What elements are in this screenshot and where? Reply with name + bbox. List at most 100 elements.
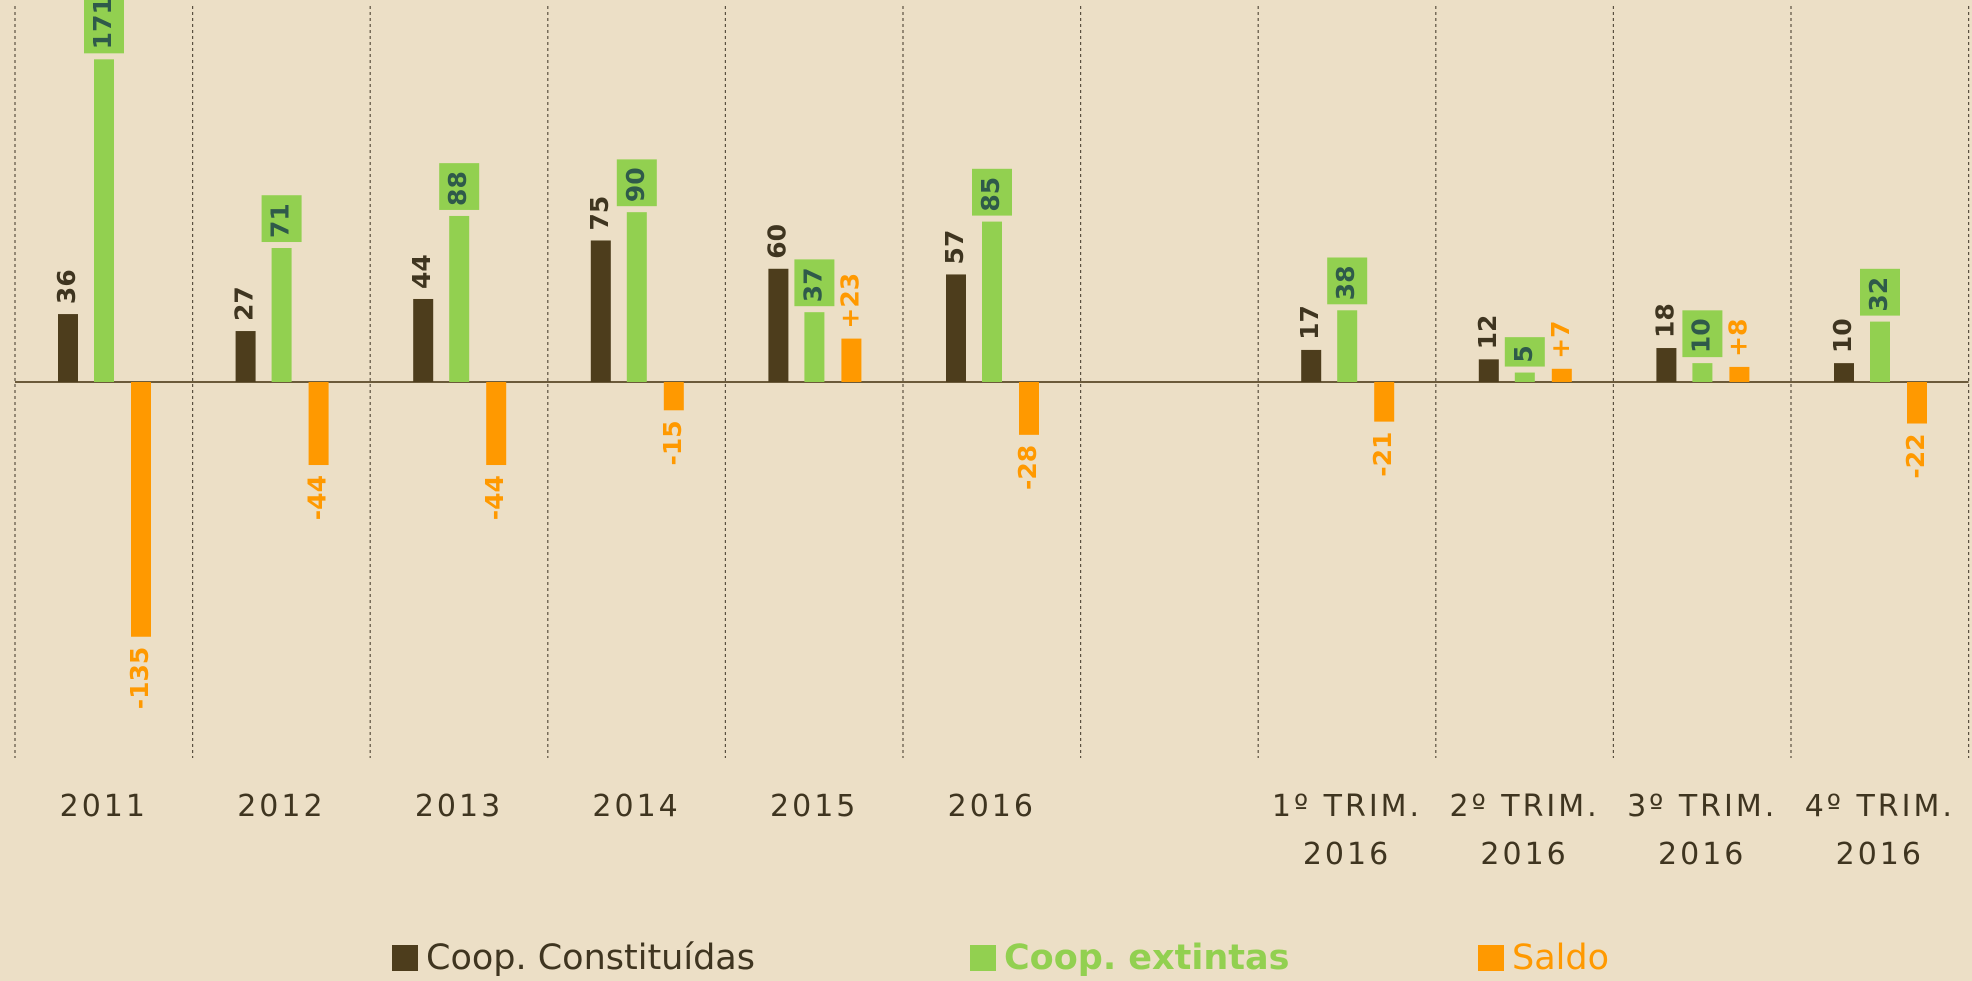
data-label-box	[972, 168, 1012, 216]
data-label: 27	[230, 286, 259, 321]
data-label: 32	[1864, 277, 1893, 312]
legend-swatch	[1478, 945, 1504, 971]
bar	[768, 268, 789, 382]
legend-label: Coop. Constituídas	[426, 938, 755, 978]
data-label-group: -15	[658, 420, 687, 465]
data-label: 90	[621, 167, 650, 202]
data-label-group: -135	[125, 647, 154, 710]
data-label: -28	[1013, 445, 1042, 490]
bar	[663, 382, 684, 411]
x-tick-label: 4º TRIM. 2016	[1805, 789, 1955, 872]
bar	[841, 338, 862, 382]
data-label-group: 57	[940, 230, 969, 265]
data-label: 85	[976, 177, 1005, 212]
x-tick-label: 2014	[592, 789, 680, 824]
bar	[1374, 382, 1395, 422]
x-tick-label: 2011	[60, 789, 148, 824]
data-label: 171	[88, 0, 117, 49]
bar	[1478, 359, 1499, 382]
x-tick-label: 3º TRIM. 2016	[1627, 789, 1777, 872]
data-label: -15	[658, 420, 687, 465]
data-label-group: +8	[1723, 319, 1752, 357]
x-tick-label: 2012	[237, 789, 325, 824]
data-label-group: -28	[1013, 445, 1042, 490]
data-label: 38	[1331, 265, 1360, 300]
bar	[449, 215, 470, 382]
data-label: 10	[1686, 318, 1715, 353]
data-label-group: -44	[303, 475, 332, 520]
data-label: 10	[1828, 318, 1857, 353]
data-label: +7	[1546, 320, 1575, 358]
data-label: 44	[407, 254, 436, 289]
legend-swatch	[970, 945, 996, 971]
bar	[982, 221, 1002, 382]
data-label: 75	[585, 196, 614, 231]
bar	[1692, 363, 1713, 382]
data-label: -21	[1368, 432, 1397, 477]
data-label-group: 18	[1650, 303, 1679, 338]
data-label-group: 88	[439, 163, 480, 210]
data-label-group: 12	[1473, 315, 1502, 350]
data-label-group: 37	[794, 259, 835, 307]
bar	[590, 240, 611, 382]
bar	[946, 274, 966, 382]
data-label: -22	[1901, 434, 1930, 479]
data-label-group: 32	[1860, 268, 1900, 316]
data-label: 36	[52, 269, 81, 304]
data-label: 60	[762, 224, 791, 259]
data-label: 71	[266, 203, 295, 238]
data-label-box	[1327, 257, 1368, 305]
data-label: +8	[1723, 319, 1752, 357]
x-tick-label: 2013	[415, 789, 503, 824]
data-label-group: 71	[261, 195, 302, 243]
data-label-group: -44	[480, 475, 509, 520]
data-label: +23	[835, 273, 864, 329]
data-label-box	[84, 0, 124, 54]
data-label-group: 36	[52, 269, 81, 304]
data-label: -135	[125, 647, 154, 710]
bar	[94, 59, 114, 382]
x-tick-label: 2015	[770, 789, 858, 824]
data-label-group: 75	[585, 196, 614, 231]
data-label-group: 17	[1295, 305, 1324, 340]
bar	[1907, 382, 1927, 424]
data-label-group: 38	[1327, 257, 1368, 305]
bar	[1514, 372, 1535, 382]
data-label-box	[261, 195, 302, 243]
data-label-group: 171	[84, 0, 124, 54]
data-label: 57	[940, 230, 969, 265]
data-label-box	[1682, 310, 1723, 358]
bar	[626, 212, 647, 382]
bar	[1834, 363, 1854, 382]
data-label-group: 5	[1504, 337, 1545, 367]
bar	[1729, 366, 1750, 382]
bar	[235, 331, 256, 382]
data-label-group: 27	[230, 286, 259, 321]
data-label-group: 90	[616, 159, 657, 207]
data-label: -44	[303, 475, 332, 520]
data-label-group: 85	[972, 168, 1012, 216]
legend-label: Saldo	[1512, 938, 1609, 978]
data-label-box	[616, 159, 657, 207]
data-label: 18	[1650, 303, 1679, 338]
bar	[1551, 368, 1572, 382]
bar	[804, 312, 825, 382]
data-label-group: -22	[1901, 434, 1930, 479]
data-label: 17	[1295, 305, 1324, 340]
data-label-group: +7	[1546, 320, 1575, 358]
x-tick-label: 2º TRIM. 2016	[1449, 789, 1599, 872]
bar	[308, 382, 329, 466]
bar	[271, 248, 292, 382]
bar	[1337, 310, 1358, 382]
legend-swatch	[392, 945, 418, 971]
bar	[58, 314, 78, 382]
bar	[1870, 321, 1890, 382]
data-label: 37	[798, 267, 827, 302]
x-tick-label: 2016	[948, 789, 1036, 824]
bar	[1656, 348, 1677, 382]
data-label-group: 10	[1682, 310, 1723, 358]
data-label-box	[439, 163, 480, 210]
bar	[413, 298, 434, 382]
legend-label: Coop. extintas	[1004, 938, 1289, 978]
